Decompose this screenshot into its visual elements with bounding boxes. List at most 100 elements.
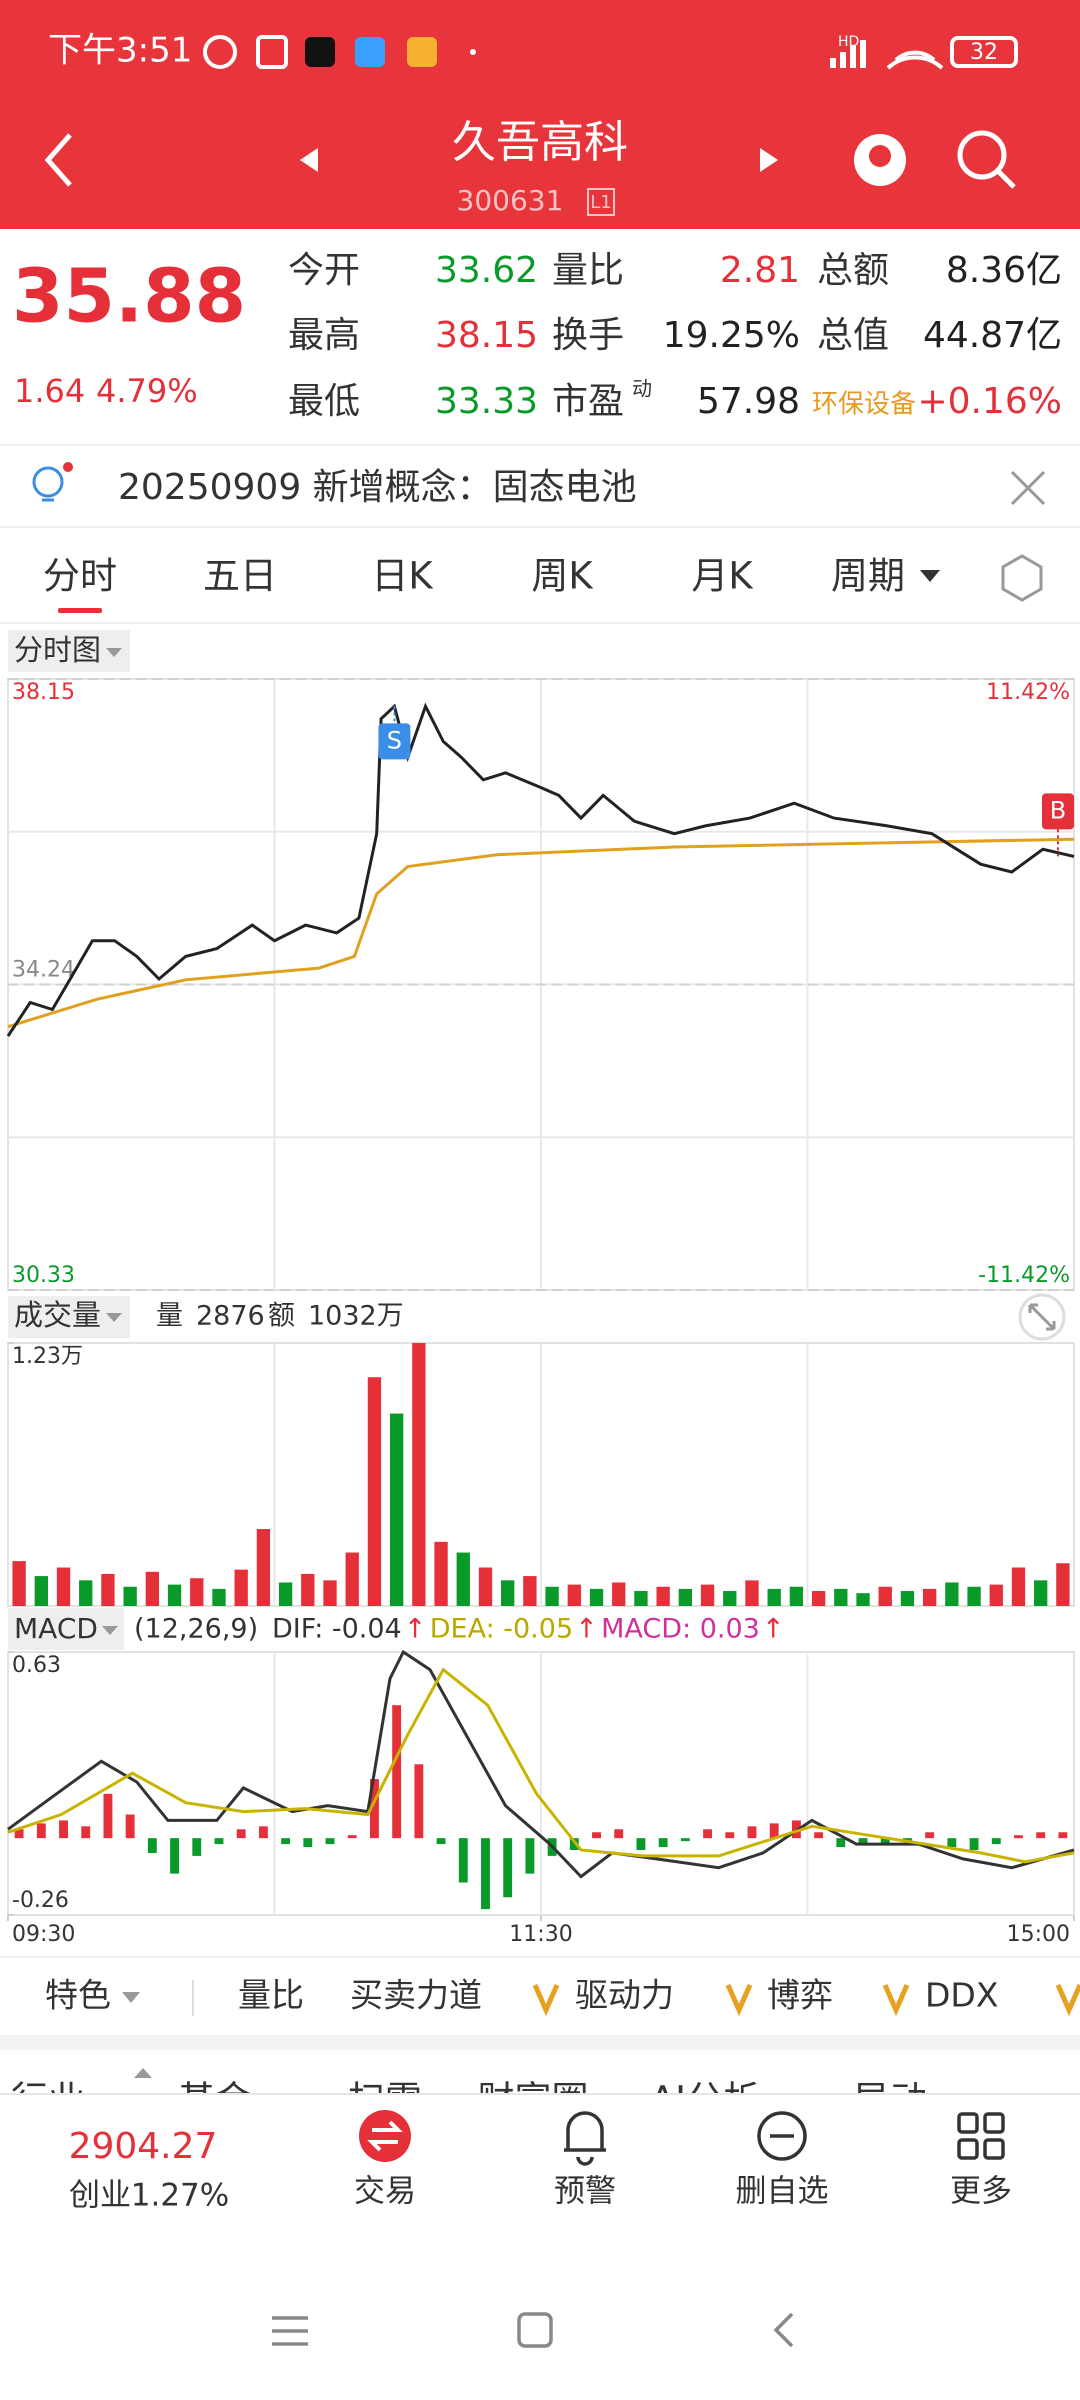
prev-stock[interactable]: [300, 148, 318, 172]
more-tab[interactable]: 财富圈: [478, 2079, 589, 2122]
toolbar-item[interactable]: DDX: [925, 1976, 998, 2015]
macd-bar: [569, 1838, 579, 1850]
macd-bar: [481, 1838, 490, 1910]
toolbar-item[interactable]: 买卖力道: [350, 1976, 482, 2015]
index-change: 1.27%: [131, 2178, 229, 2214]
assistant-icon[interactable]: [854, 134, 906, 186]
back-system-button[interactable]: [773, 2312, 794, 2348]
nav-item[interactable]: 更多: [950, 2174, 1012, 2210]
trade-marker: [378, 723, 411, 760]
toolbar-item[interactable]: 博弈: [767, 1976, 833, 2015]
y2-tick-label: -11.42%: [978, 1263, 1070, 1288]
field-label: 最低: [288, 381, 360, 422]
macd-bar: [281, 1838, 291, 1845]
menu-button[interactable]: [272, 2316, 308, 2346]
tab[interactable]: 月K: [691, 555, 754, 598]
more-tab[interactable]: 异动: [853, 2079, 927, 2122]
macd-label: MACD: 0.03: [601, 1614, 760, 1645]
volume-bar: [545, 1586, 559, 1606]
tab[interactable]: 周期: [831, 555, 905, 598]
toolbar-item[interactable]: 驱动力: [575, 1976, 674, 2015]
field-value: 2.81: [720, 250, 800, 291]
tab[interactable]: 五日: [203, 555, 277, 598]
index-value[interactable]: 2904.27: [69, 2126, 218, 2167]
volume-bar: [945, 1582, 959, 1606]
macd-bar: [1036, 1832, 1046, 1839]
volume-bar: [567, 1584, 581, 1606]
field-label: 最高: [288, 315, 360, 356]
notice-text[interactable]: 20250909 新增概念：固态电池: [118, 467, 637, 508]
trade-icon: [359, 2110, 411, 2162]
trade-marker-label: S: [387, 726, 402, 754]
back-button[interactable]: [44, 133, 72, 187]
field-value: 33.33: [435, 381, 538, 422]
settings-button[interactable]: [1001, 554, 1043, 602]
divider: [0, 2093, 1080, 2095]
badge-box: [587, 188, 615, 216]
tab[interactable]: 日K: [371, 555, 434, 598]
field-value: 44.87亿: [923, 315, 1062, 356]
next-stock[interactable]: [760, 148, 778, 172]
close-notice[interactable]: [1010, 470, 1046, 506]
more-tab[interactable]: AI分析: [650, 2079, 760, 2122]
notice-dot: [63, 462, 73, 472]
macd-bar: [170, 1838, 180, 1874]
volume-bar: [34, 1576, 48, 1606]
macd-bar: [725, 1832, 735, 1839]
macd-bar: [836, 1838, 846, 1848]
nav-item[interactable]: 交易: [354, 2174, 416, 2210]
dropdown-arrow: [122, 1992, 140, 2003]
divider: [0, 622, 1080, 624]
chart-label-bg[interactable]: [8, 1608, 124, 1650]
more-tabs: 行业 基金 扫雷 财富圈 AI分析 异动: [11, 2079, 927, 2122]
x-tick-label: 15:00: [1007, 1922, 1070, 1947]
volume-bar: [278, 1582, 293, 1606]
macd-label: DEA: -0.05: [430, 1614, 573, 1645]
nav-item[interactable]: 删自选: [736, 2174, 829, 2210]
volume-bar: [745, 1580, 759, 1606]
volume-bar: [700, 1584, 715, 1606]
dropdown-arrow: [920, 570, 940, 582]
more-tab[interactable]: 行业: [11, 2079, 85, 2122]
volume-bar: [967, 1586, 981, 1606]
header-bg: [0, 0, 1080, 229]
expand-button[interactable]: [1018, 1293, 1066, 1341]
tab[interactable]: 周K: [531, 555, 594, 598]
macd-bar: [14, 1829, 24, 1839]
home-button[interactable]: [517, 2312, 553, 2348]
field-label: 今开: [288, 250, 360, 291]
bulb-icon: [32, 466, 64, 502]
y-tick-label: 1.23万: [12, 1344, 83, 1369]
trade-marker: [1042, 793, 1074, 830]
volume-bar: [190, 1578, 204, 1606]
macd-bar: [525, 1838, 535, 1874]
macd-bar: [614, 1829, 624, 1839]
macd-bar: [880, 1838, 890, 1845]
volume-bar: [56, 1567, 71, 1606]
macd-bar: [902, 1838, 912, 1842]
status-time: 下午3:51: [48, 31, 192, 71]
sector-name[interactable]: 环保设备: [812, 390, 916, 420]
nav-item[interactable]: 预警: [554, 2174, 616, 2210]
macd-bar: [947, 1838, 957, 1848]
tab[interactable]: 分时: [43, 555, 117, 598]
expand-arrow[interactable]: [134, 2068, 152, 2078]
toolbar-item[interactable]: 特色: [45, 1976, 111, 2015]
more-icon: [957, 2112, 1005, 2160]
more-tab[interactable]: 基金: [178, 2079, 252, 2122]
y2-tick-label: 11.42%: [986, 680, 1070, 705]
macd-bar: [747, 1826, 757, 1839]
search-button[interactable]: [957, 130, 1016, 189]
dropdown-arrow: [102, 1626, 118, 1635]
x-tick-label: 09:30: [12, 1922, 75, 1947]
y-tick-label: -0.26: [12, 1888, 69, 1913]
price-change-pct: 4.79%: [96, 372, 198, 410]
more-tab[interactable]: 扫雷: [348, 2079, 422, 2122]
macd-bar: [392, 1705, 402, 1839]
field-value: 19.25%: [663, 315, 800, 356]
volume-bar: [256, 1529, 271, 1606]
macd-arrow: ↑: [762, 1614, 785, 1645]
toolbar-item[interactable]: 量比: [238, 1976, 304, 2015]
